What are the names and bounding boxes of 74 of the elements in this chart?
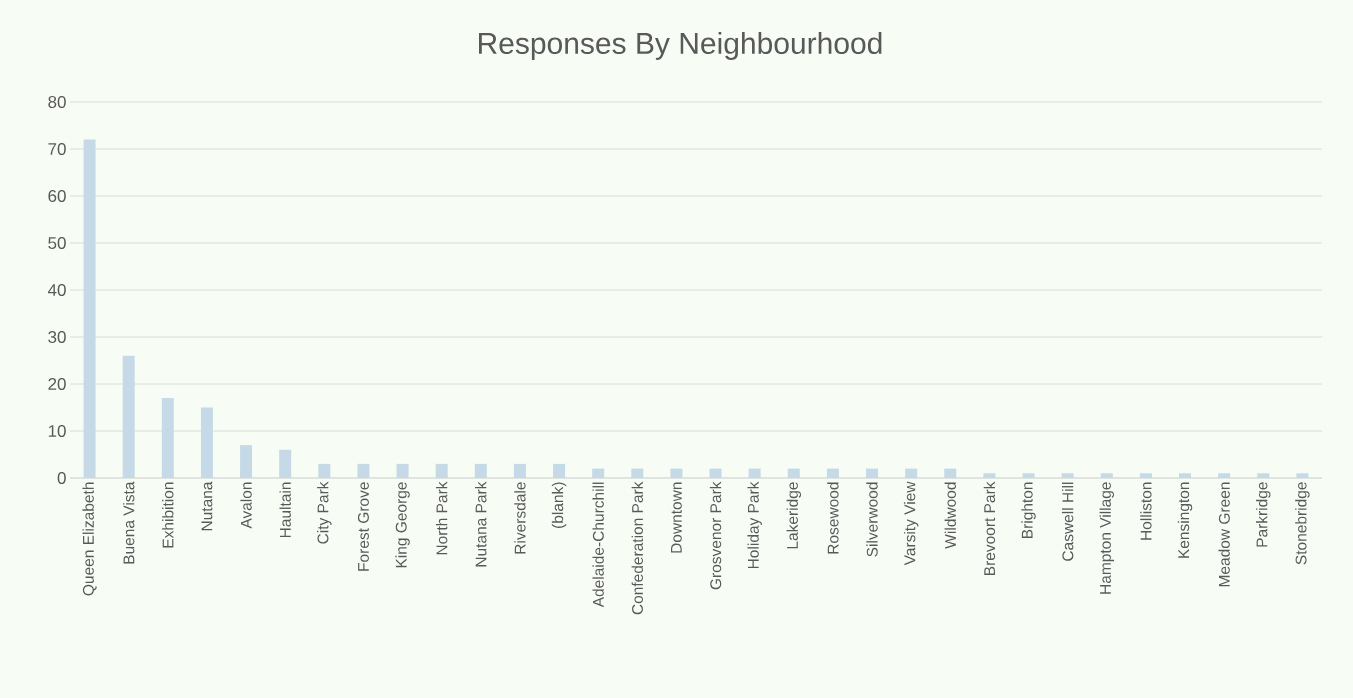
y-tick-label: 30 xyxy=(48,330,66,344)
bar xyxy=(435,463,448,478)
bar xyxy=(318,463,331,478)
x-tick-label: Adelaide-Churchill xyxy=(592,482,604,608)
bar xyxy=(83,139,96,478)
chart-title: Responses By Neighbourhood xyxy=(479,32,882,60)
bar xyxy=(553,463,566,478)
x-tick-label: Holiday Park xyxy=(747,481,762,569)
y-tick-label: 70 xyxy=(48,142,66,156)
bar xyxy=(357,463,370,478)
y-tick-label: 50 xyxy=(48,236,66,250)
x-tick-label: Haultain xyxy=(279,482,291,538)
x-tick-label: North Park xyxy=(435,481,448,555)
x-tick-label: Queen Elizabeth xyxy=(82,482,97,596)
bar xyxy=(905,468,918,478)
x-tick-label: Stonebridge xyxy=(1295,482,1310,565)
x-tick-label: Kensington xyxy=(1177,482,1193,558)
x-tick-label: Grosvenor Park xyxy=(709,481,722,590)
bar xyxy=(474,463,487,478)
x-tick-label: Riversdale xyxy=(514,482,526,554)
bar xyxy=(670,468,683,478)
x-tick-label: Brevoort Park xyxy=(983,481,996,576)
x-tick-label: Hampton Village xyxy=(1099,482,1114,594)
x-tick-label: Rosewood xyxy=(827,482,839,554)
x-tick-label: City Park xyxy=(317,481,332,544)
x-tick-label: Wildwood xyxy=(944,482,956,549)
x-tick-label: (blank) xyxy=(551,482,567,528)
y-tick-label: 0 xyxy=(57,471,66,485)
bar xyxy=(787,468,800,478)
y-tick-label: 20 xyxy=(48,377,66,391)
bar xyxy=(826,468,839,478)
bar xyxy=(279,449,292,478)
x-tick-label: Caswell Hill xyxy=(1061,482,1074,561)
x-tick-label: Parkridge xyxy=(1256,482,1271,547)
y-tick-label: 40 xyxy=(47,283,66,297)
bar xyxy=(1179,473,1192,478)
bar xyxy=(1139,473,1152,478)
x-tick-label: Nutana xyxy=(201,481,213,531)
bar xyxy=(1296,473,1309,478)
bar xyxy=(592,468,605,478)
bar xyxy=(1100,473,1113,478)
bar xyxy=(1257,473,1270,478)
x-tick-label: Holliston xyxy=(1140,482,1152,540)
bar xyxy=(513,463,526,478)
x-tick-label: Buena Vista xyxy=(123,481,135,564)
x-tick-label: Forest Grove xyxy=(357,482,369,571)
x-tick-label: Exhibition xyxy=(162,482,174,548)
bar xyxy=(709,468,722,478)
bar xyxy=(1022,473,1035,478)
y-tick-label: 60 xyxy=(48,189,66,203)
x-tick-label: Downtown xyxy=(671,482,682,553)
bar xyxy=(748,468,761,478)
bar xyxy=(983,473,996,478)
x-tick-label: Varsity View xyxy=(903,481,919,566)
y-tick-label: 10 xyxy=(48,424,66,438)
x-tick-label: Nutana Park xyxy=(475,481,487,567)
bar xyxy=(161,398,174,478)
bar xyxy=(1218,473,1231,478)
x-tick-label: Confederation Park xyxy=(631,481,643,615)
x-tick-label: Meadow Green xyxy=(1218,482,1230,587)
bar xyxy=(944,468,957,478)
bar xyxy=(396,463,409,478)
bar xyxy=(631,468,644,478)
bar xyxy=(240,445,253,478)
bar xyxy=(866,468,879,478)
x-tick-label: Avalon xyxy=(240,482,252,529)
bar xyxy=(200,407,213,478)
x-tick-label: Silverwood xyxy=(866,482,878,557)
y-tick-label: 80 xyxy=(48,95,66,109)
x-tick-label: King George xyxy=(395,482,410,568)
bar xyxy=(1061,473,1074,478)
bar xyxy=(122,355,135,478)
x-tick-label: Brighton xyxy=(1021,482,1036,538)
x-tick-label: Lakeridge xyxy=(786,482,802,549)
